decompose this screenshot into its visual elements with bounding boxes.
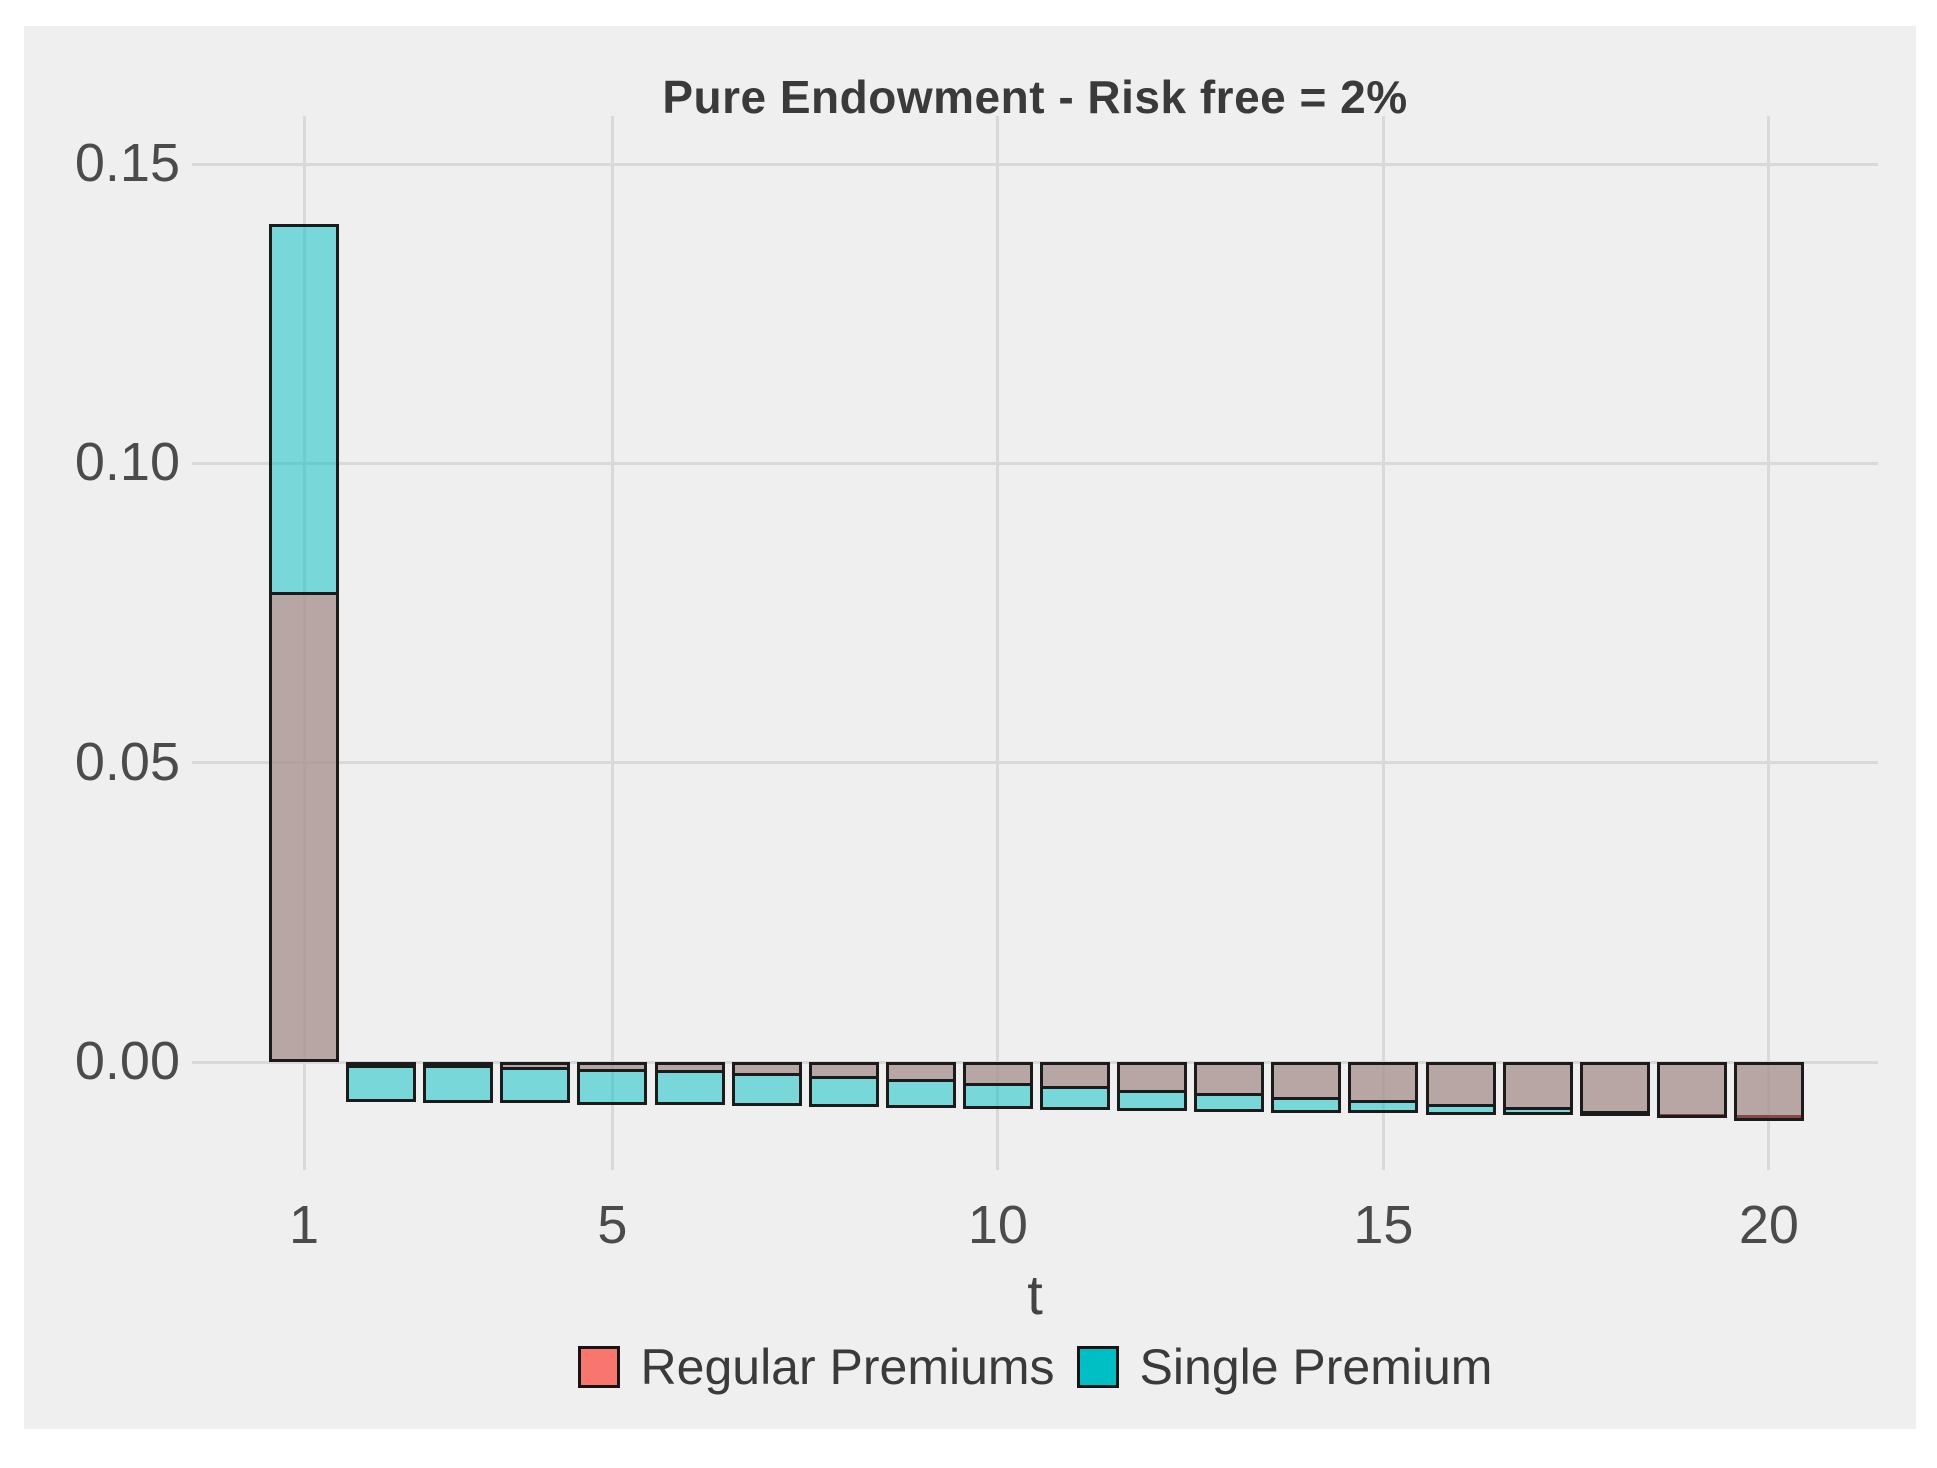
x-tick-label: 15 (1353, 1195, 1414, 1255)
horizontal-gridline (192, 761, 1878, 765)
vertical-gridline (996, 116, 1000, 1170)
bar-segment-single-premium (346, 1062, 417, 1102)
y-tick-label: 0.00 (74, 1030, 180, 1091)
bar-segment-regular-premiums (808, 1062, 879, 1080)
bar-segment-regular-premiums (1502, 1062, 1573, 1111)
bar-segment-regular-premiums (423, 1062, 494, 1068)
vertical-gridline (1381, 116, 1385, 1170)
bar-segment-regular-premiums (1579, 1062, 1650, 1115)
regular-premiums-swatch-icon (577, 1346, 620, 1388)
bar-segment-regular-premiums (577, 1062, 648, 1072)
legend-label-regular-premiums: Regular Premiums (640, 1339, 1055, 1395)
y-tick-label: 0.15 (74, 132, 180, 193)
legend-item-single-premium: Single Premium (1076, 1338, 1493, 1396)
horizontal-gridline (192, 162, 1878, 166)
single-premium-swatch-icon (1076, 1346, 1119, 1388)
chart-title: Pure Endowment - Risk free = 2% (662, 71, 1408, 123)
bar-segment-regular-premiums (1040, 1062, 1110, 1089)
bar-segment-regular-premiums (346, 1062, 417, 1068)
bar-segment-regular-premiums (1425, 1062, 1496, 1107)
bar-segment-regular-premiums (1117, 1062, 1188, 1093)
horizontal-gridline (192, 1060, 1878, 1064)
x-axis-title: t (1027, 1263, 1043, 1326)
bar-segment-regular-premiums (731, 1062, 802, 1077)
bar-segment-single-premium (423, 1062, 494, 1103)
vertical-gridline (610, 116, 614, 1170)
vertical-gridline (1767, 116, 1771, 1170)
chart-figure: Pure Endowment - Risk free = 2% 0.00 0.05… (24, 26, 1916, 1429)
bar-segment-regular-premiums (654, 1062, 725, 1074)
y-tick-label: 0.05 (74, 731, 180, 792)
x-tick-label: 20 (1738, 1195, 1799, 1255)
bar-segment-regular-premiums (1733, 1062, 1804, 1122)
y-tick-label: 0.10 (74, 432, 180, 493)
bar-segment-regular-premiums (269, 592, 339, 1062)
bar-segment-regular-premiums (1271, 1062, 1342, 1100)
bar-segment-regular-premiums (1656, 1062, 1727, 1118)
bar-segment-regular-premiums (962, 1062, 1033, 1086)
bar-segment-regular-premiums (885, 1062, 956, 1083)
legend-label-single-premium: Single Premium (1139, 1339, 1493, 1395)
legend-item-regular-premiums: Regular Premiums (577, 1338, 1055, 1396)
bar-segment-regular-premiums (1348, 1062, 1419, 1103)
x-tick-label: 1 (288, 1195, 320, 1255)
legend: Regular Premiums Single Premium (192, 1338, 1878, 1396)
bar-segment-regular-premiums (500, 1062, 571, 1070)
bar-segment-regular-premiums (1194, 1062, 1265, 1097)
x-tick-label: 10 (967, 1195, 1028, 1255)
x-tick-label: 5 (597, 1195, 628, 1255)
horizontal-gridline (192, 461, 1878, 465)
